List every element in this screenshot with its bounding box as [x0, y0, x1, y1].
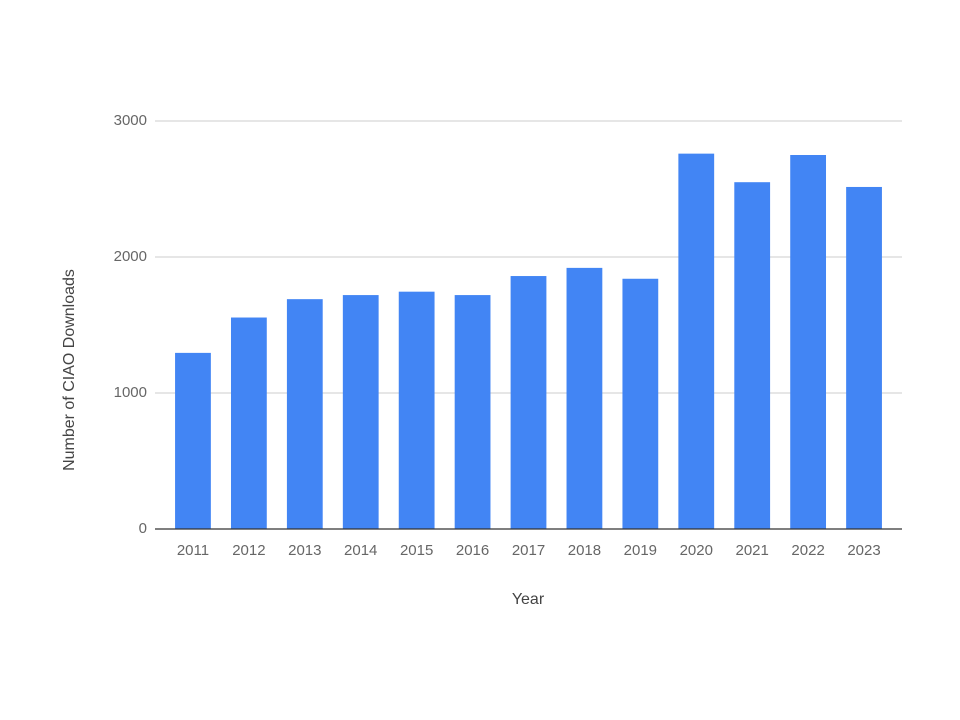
- bar: [510, 276, 547, 529]
- x-tick-label: 2011: [177, 542, 209, 559]
- y-tick-label: 0: [139, 520, 147, 537]
- x-tick-label: 2013: [288, 542, 321, 559]
- x-tick-label: 2016: [456, 542, 489, 559]
- x-tick-label: 2014: [344, 542, 377, 559]
- bar: [454, 295, 491, 529]
- x-tick-label: 2015: [400, 542, 433, 559]
- x-tick-label: 2021: [736, 542, 769, 559]
- x-tick-label: 2017: [512, 542, 545, 559]
- bar: [790, 155, 827, 529]
- bar: [175, 352, 211, 529]
- bar: [230, 317, 267, 529]
- x-tick-label: 2019: [624, 542, 657, 559]
- x-tick-label: 2012: [232, 542, 265, 559]
- x-tick-label: 2020: [680, 542, 713, 559]
- bar: [398, 291, 435, 529]
- y-tick-label: 2000: [114, 248, 147, 265]
- bar: [342, 295, 379, 529]
- y-tick-label: 1000: [114, 384, 147, 401]
- bar: [734, 182, 771, 529]
- x-tick-label: 2018: [568, 542, 601, 559]
- x-tick-label: 2022: [791, 542, 824, 559]
- bar: [286, 299, 323, 529]
- bar: [622, 278, 659, 529]
- y-tick-label: 3000: [114, 112, 147, 129]
- x-axis-title: Year: [512, 591, 545, 608]
- bar: [678, 153, 715, 529]
- bar: [566, 267, 603, 529]
- x-tick-label: 2023: [847, 542, 880, 559]
- y-axis-title: Number of CIAO Downloads: [61, 269, 78, 471]
- bar: [846, 186, 882, 529]
